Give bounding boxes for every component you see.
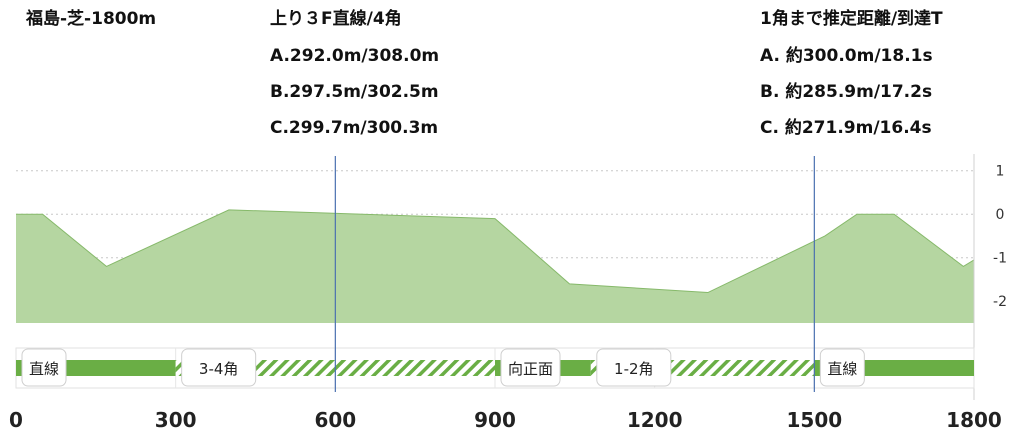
x-tick-label-3: 900	[474, 408, 516, 432]
straight-info-row-b: B.297.5m/302.5m	[270, 82, 439, 102]
corner-info-row-c: C. 約271.9m/16.4s	[760, 118, 932, 138]
chart-title: 福島-芝-1800m	[26, 9, 157, 29]
corner-info-row-b: B. 約285.9m/17.2s	[760, 82, 933, 102]
segment-label-4: 直線	[827, 360, 857, 378]
x-tick-label-5: 1500	[786, 408, 842, 432]
x-tick-label-1: 300	[155, 408, 197, 432]
corner-info-heading: 1角まで推定距離/到達T	[760, 9, 943, 29]
elevation-line	[16, 209, 975, 294]
corner-info-row-a: A. 約300.0m/18.1s	[760, 46, 933, 66]
straight-info-row-a: A.292.0m/308.0m	[270, 46, 440, 66]
x-tick-label-4: 1200	[627, 408, 683, 432]
x-tick-label-6: 1800	[946, 408, 1002, 432]
segment-label-box-2	[500, 348, 561, 387]
segment-label-1: 3-4角	[199, 360, 239, 378]
segment-label-0: 直線	[29, 360, 59, 378]
segment-label-2: 向正面	[508, 360, 553, 378]
y-tick-label-2: -1	[993, 251, 1007, 267]
segment-label-box-4	[819, 348, 865, 387]
segment-label-3: 1-2角	[614, 360, 654, 378]
y-tick-label-3: -2	[993, 294, 1007, 310]
elevation-area	[16, 209, 974, 323]
straight-info-row-c: C.299.7m/300.3m	[270, 118, 439, 138]
y-tick-label-0: 1	[996, 164, 1005, 180]
x-tick-label-0: 0	[9, 408, 23, 432]
segment-label-box-3	[596, 348, 672, 387]
segment-label-box-0	[21, 348, 67, 387]
x-tick-label-2: 600	[314, 408, 356, 432]
straight-info-heading: 上り３F直線/4角	[270, 9, 402, 29]
y-tick-label-1: 0	[996, 207, 1005, 223]
segment-label-box-1	[181, 348, 257, 387]
